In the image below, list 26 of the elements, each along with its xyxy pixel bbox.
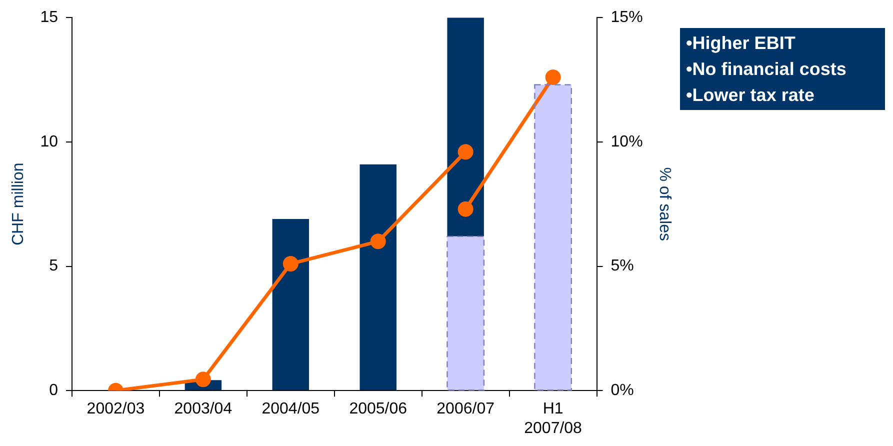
text: •Higher EBIT •No financial costs •Lower tax rate [680,28,885,110]
y-axis-title: CHF million [10,162,28,246]
x-tick-label: 2006/07 [436,400,495,418]
point [545,70,561,86]
bar [447,18,484,236]
point [195,372,211,388]
y2-tick-label: 5% [610,258,634,275]
x-tick-label: H1 2007/08 [524,400,582,437]
y2-axis-title: % of sales [656,167,673,242]
bar [272,219,310,390]
x-tick-label: 2005/06 [349,400,408,418]
y-tick-label: 0 [49,382,58,400]
y-tick-label: 5 [49,258,58,275]
x-tick-label: 2002/03 [86,400,145,418]
point [282,256,298,272]
point [458,144,474,160]
bar [360,164,396,390]
y2-tick-label: 15% [610,9,643,26]
x-tick-label: 2004/05 [262,400,320,418]
point [458,201,474,217]
x-tick-label: 2003/04 [174,400,232,418]
y-tick-label: 15 [40,9,58,26]
y2-tick-label: 0% [610,382,634,400]
y2-tick-label: 10% [610,133,643,150]
point [370,234,386,250]
y-tick-label: 10 [40,133,58,150]
